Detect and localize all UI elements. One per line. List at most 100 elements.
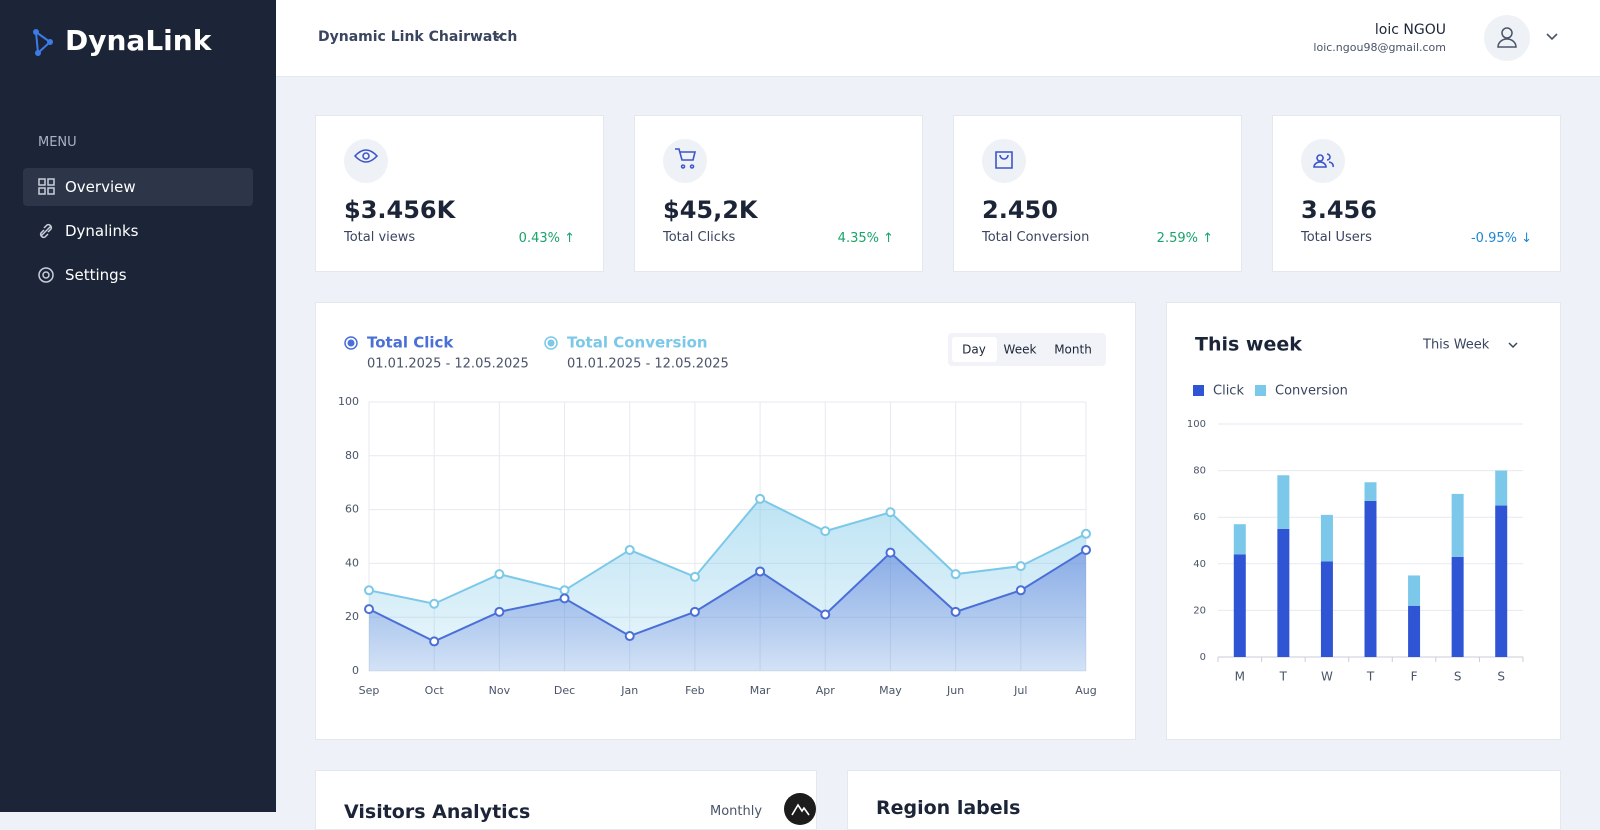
point [820, 526, 831, 537]
stat-card: 2.450 Total Conversion 2.59% ↑ [953, 115, 1242, 272]
line-card: Total Click 01.01.2025 - 12.05.2025 Total … [315, 302, 1136, 740]
x-tick-label: Mar [750, 684, 771, 697]
x-tick-label: S [1497, 670, 1505, 684]
x-tick-label: Dec [554, 684, 575, 697]
point [689, 606, 700, 617]
bar-segment [1233, 524, 1246, 555]
legend-label: Total Click [367, 334, 454, 352]
icon-bg [344, 139, 388, 183]
stat-change: -0.95% ↓ [1470, 231, 1532, 246]
menu-label: MENU [38, 135, 77, 150]
legend-marker [544, 336, 558, 350]
point [494, 569, 505, 580]
x-tick-label: Jun [946, 684, 964, 697]
point [885, 547, 896, 558]
point [429, 636, 440, 647]
card-title: Visitors Analytics [344, 801, 531, 823]
y-tick-label: 100 [1187, 419, 1206, 430]
stat-label: Total Clicks [663, 230, 736, 245]
bar-segment [1320, 561, 1333, 657]
point [755, 566, 766, 577]
point [624, 631, 635, 642]
point [1081, 528, 1091, 539]
avatar[interactable] [1484, 15, 1584, 61]
x-tick-label: Sep [359, 684, 380, 697]
fab[interactable] [784, 793, 816, 825]
bar-segment [1320, 514, 1333, 562]
stat-value: $45,2K [663, 196, 758, 224]
chart-title: This week [1195, 334, 1302, 356]
legend-label: Total Conversion [567, 334, 708, 352]
bar-segment [1364, 482, 1377, 501]
tab-active [952, 337, 997, 362]
stat-icon [663, 139, 707, 183]
bar-segment [1408, 575, 1421, 606]
menu-item[interactable]: Settings [65, 266, 127, 284]
bar-segment [1364, 500, 1377, 657]
y-tick-label: 40 [345, 556, 359, 569]
region-card: Region labels [847, 770, 1561, 830]
point [364, 604, 374, 615]
icon-bg [1301, 139, 1345, 183]
menu-item[interactable]: Overview [23, 168, 253, 206]
icon-bg [982, 139, 1026, 183]
user-email: loic.ngou98@gmail.com [1313, 41, 1446, 54]
stat-card: 3.456 Total Users -0.95% ↓ [1272, 115, 1561, 272]
bar-card: This week This Week Click Conversion 0 20 40 60… [1166, 302, 1561, 740]
point [1015, 585, 1026, 596]
stat-change: 2.59% ↑ [1156, 231, 1213, 246]
y-tick-label: 20 [1193, 605, 1206, 616]
bar-segment [1451, 493, 1464, 557]
legend-marker [547, 339, 555, 347]
chevron [492, 32, 504, 40]
legend-label: Conversion [1275, 384, 1348, 399]
x-tick-label: Aug [1075, 684, 1096, 697]
legend-label: Click [1213, 384, 1244, 399]
stat-label: Total Users [1301, 230, 1372, 245]
project-select[interactable]: Dynamic Link Chairwatch [318, 29, 518, 45]
tab[interactable]: Day [962, 343, 986, 357]
chevron [1508, 342, 1518, 349]
bar-segment [1495, 505, 1508, 657]
point [559, 593, 570, 604]
stat-label: Total views [344, 230, 416, 245]
stat-value: 3.456 [1301, 196, 1377, 224]
legend-marker [347, 339, 355, 347]
y-tick-label: 20 [345, 610, 359, 623]
stat-change: 0.43% ↑ [518, 231, 575, 246]
icon [995, 151, 1013, 169]
legend-date: 01.01.2025 - 12.05.2025 [567, 357, 729, 372]
y-tick-label: 0 [352, 664, 359, 677]
line [368, 497, 1087, 605]
point [429, 598, 440, 609]
x-tick-label: May [879, 684, 902, 697]
menu-item[interactable]: Dynalinks [65, 222, 139, 240]
x-tick-label: Feb [685, 684, 704, 697]
point [689, 571, 700, 582]
x-tick-label: M [1235, 670, 1245, 684]
logo: DynaLink [65, 24, 212, 57]
y-tick-label: 60 [1193, 512, 1206, 523]
point [1081, 544, 1091, 555]
icon [675, 148, 697, 169]
y-tick-label: 80 [345, 449, 359, 462]
tab[interactable]: Week [1004, 343, 1037, 357]
x-tick-label: T [1279, 670, 1288, 684]
bar-chart: This week This Week Click Conversion 0 20 40 60… [1187, 334, 1524, 684]
logo-icon [33, 29, 53, 56]
card-title: Region labels [876, 797, 1021, 819]
line-chart: Total Click 01.01.2025 - 12.05.2025 Total … [338, 333, 1106, 697]
y-tick-label: 60 [345, 503, 359, 516]
header: Dynamic Link Chairwatch loic NGOU loic.n… [276, 0, 1600, 77]
x-tick-label: Oct [425, 684, 445, 697]
point [624, 544, 635, 555]
tab[interactable]: Month [1054, 343, 1092, 357]
x-tick-label: S [1454, 670, 1462, 684]
point [885, 507, 896, 518]
stat-icon [982, 139, 1026, 183]
stat-card: $45,2K Total Clicks 4.35% ↑ [634, 115, 923, 272]
point [820, 609, 831, 620]
bar-segment [1277, 475, 1290, 529]
dropdown[interactable]: This Week [1422, 338, 1490, 353]
icon [1313, 153, 1334, 168]
